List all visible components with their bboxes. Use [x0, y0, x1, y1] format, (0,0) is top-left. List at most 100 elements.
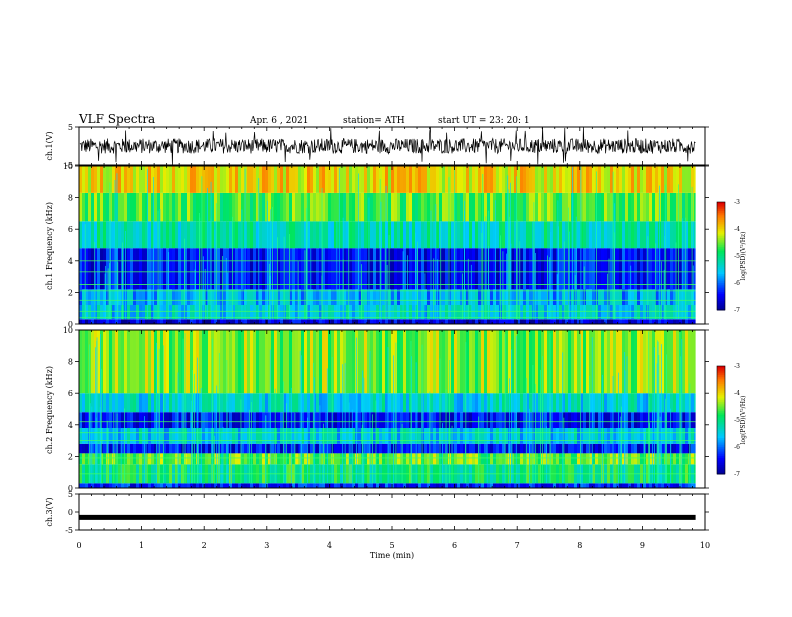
ch2-spectrogram-cell [469, 453, 473, 465]
ch2-spectrogram-cell [463, 330, 467, 394]
ch1-spectrogram-cell [472, 305, 476, 320]
ch2-spectrogram-cell [232, 443, 236, 454]
ch2-spectrogram-cell [403, 483, 407, 488]
ch2-spectrogram-cell [184, 453, 188, 465]
ch2-spectrogram-cell [196, 483, 200, 488]
ch1-spectrogram-cell [268, 319, 272, 324]
ch2-spectrogram-cell [568, 428, 572, 444]
ch2-spectrogram-cell [604, 428, 608, 444]
ch2-spectrogram-cell [247, 453, 251, 465]
ch2-spectrogram-cell [304, 393, 308, 413]
ch2-spectrogram-cell [370, 443, 374, 454]
ch2-spectrogram-cell [415, 330, 419, 394]
ch2-spectrogram-cell [223, 412, 227, 428]
ch1-spectrogram-cell [85, 319, 89, 324]
ch2-spectrogram-cell [631, 428, 635, 444]
ch2-spectrogram-cell [466, 483, 470, 488]
ch2-spectrogram-cell [118, 453, 122, 465]
ch2-spectrogram-cell [127, 412, 131, 428]
ch2-spectrogram-cell [337, 483, 341, 488]
ch1-spectrogram-cell [499, 192, 503, 222]
ch1-spectrogram-cell [190, 192, 194, 222]
ch2-spectrogram-cell [346, 330, 350, 394]
ch2-spectrogram-cell [475, 428, 479, 444]
ch2-spectrogram-cell [484, 393, 488, 413]
ch1-spectrogram-cell [304, 166, 308, 193]
ch2-spectrogram-cell [529, 428, 533, 444]
ch2-spectrogram-cell [382, 483, 386, 488]
ch1-spectrogram-cell [526, 289, 530, 305]
ch1-spectrogram-cell [202, 221, 206, 249]
ch2-spectrogram-cell [118, 412, 122, 428]
ch2-spectrogram-cell [583, 412, 587, 428]
ch2-spectrogram-cell [421, 412, 425, 428]
ch2-spectrogram-cell [571, 453, 575, 465]
ch2-spectrogram-cell [379, 453, 383, 465]
ch1-spectrogram-cell [385, 289, 389, 305]
ch1-spectrogram-cell [670, 221, 674, 249]
ch2-spectrogram-cell [145, 453, 149, 465]
ch1-spectrogram-cell [343, 166, 347, 193]
ch2-spectrogram-cell [601, 483, 605, 488]
ch1-spectrogram-y-tick-label: 8 [68, 194, 73, 203]
ch2-spectrogram-colorbar-cell [717, 402, 725, 405]
ch2-spectrogram-cell [565, 428, 569, 444]
ch2-spectrogram-colorbar-cell [717, 421, 725, 425]
ch2-spectrogram-colorbar-tick: -5 [734, 417, 740, 424]
ch2-spectrogram-cell [520, 428, 524, 444]
ch1-spectrogram-cell [118, 319, 122, 324]
ch2-spectrogram-cell [304, 412, 308, 428]
ch2-spectrogram-cell [427, 453, 431, 465]
ch2-spectrogram-cell [151, 483, 155, 488]
ch2-spectrogram-cell [442, 443, 446, 454]
ch1-spectrogram-cell [199, 248, 203, 290]
ch1-spectrogram-cell [580, 305, 584, 320]
ch2-spectrogram-cell [583, 483, 587, 488]
ch2-spectrogram-colorbar-cell [717, 452, 725, 455]
ch1-spectrogram-colorbar-cell [717, 256, 725, 259]
ch2-spectrogram-cell [400, 443, 404, 454]
ch1-spectrogram-cell [445, 305, 449, 320]
ch2-spectrogram-cell [82, 428, 86, 444]
ch2-spectrogram-cell [658, 330, 662, 394]
ch1-spectrogram-cell [253, 248, 257, 290]
ch1-spectrogram-cell [259, 289, 263, 305]
ch2-spectrogram-cell [520, 483, 524, 488]
ch2-spectrogram-cell [262, 443, 266, 454]
ch2-spectrogram-cell [436, 412, 440, 428]
ch1-spectrogram-colorbar-cell [717, 288, 725, 291]
ch2-spectrogram-cell [367, 443, 371, 454]
ch2-spectrogram-cell [532, 453, 536, 465]
ch2-spectrogram-cell [640, 428, 644, 444]
ch1-spectrogram-cell [247, 248, 251, 290]
ch1-spectrogram-cell [130, 166, 134, 193]
ch2-spectrogram-cell [685, 483, 689, 488]
ch1-spectrogram-cell [301, 305, 305, 320]
ch2-spectrogram-cell [424, 393, 428, 413]
ch1-spectrogram-cell [340, 305, 344, 320]
ch1-spectrogram-cell [337, 289, 341, 305]
ch1-spectrogram-cell [175, 192, 179, 222]
ch2-spectrogram-cell [637, 393, 641, 413]
ch1-spectrogram-cell [646, 221, 650, 249]
ch1-spectrogram-cell [298, 166, 302, 193]
ch1-spectrogram-cell [538, 289, 542, 305]
ch1-spectrogram-colorbar-cell [717, 272, 725, 275]
ch2-spectrogram-cell [529, 453, 533, 465]
ch1-spectrogram-cell [574, 166, 578, 193]
ch1-spectrogram-cell [589, 319, 593, 324]
ch2-spectrogram-cell [574, 412, 578, 428]
ch1-spectrogram-colorbar-cell [717, 279, 725, 282]
ch2-spectrogram-cell [628, 393, 632, 413]
ch2-spectrogram-cell [655, 330, 659, 394]
ch2-spectrogram-colorbar-cell [717, 441, 725, 444]
ch1-spectrogram-cell [679, 319, 683, 324]
ch2-spectrogram-cell [172, 483, 176, 488]
ch2-spectrogram-cell [592, 412, 596, 428]
ch2-spectrogram-cell [628, 412, 632, 428]
ch2-spectrogram-cell [523, 453, 527, 465]
ch2-spectrogram-cell [490, 443, 494, 454]
ch2-spectrogram-cell [238, 393, 242, 413]
ch2-spectrogram-cell [208, 428, 212, 444]
ch2-spectrogram-cell [559, 412, 563, 428]
